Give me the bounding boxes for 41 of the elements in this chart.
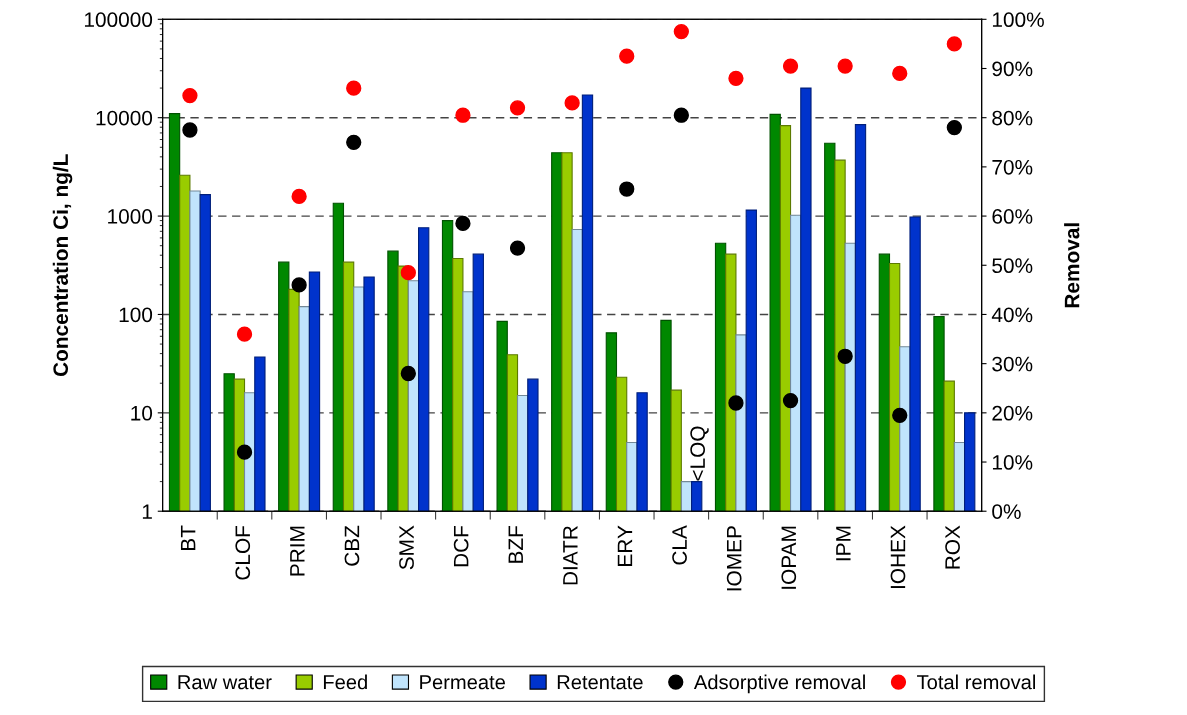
y-tick-label: 100000 xyxy=(84,12,153,28)
x-tick-label: BZF xyxy=(508,525,523,563)
y2-tick-label: 30% xyxy=(992,356,1033,372)
x-tick-label: DIATR xyxy=(563,526,578,585)
x-tick-label: CBZ xyxy=(344,525,360,566)
x-tick-label: IOHEX xyxy=(890,525,906,589)
x-tick-label: SMX xyxy=(399,525,414,570)
x-tick-label: PRIM xyxy=(290,526,305,576)
y2-tick-label: 20% xyxy=(992,405,1033,421)
y-tick-label: 1000 xyxy=(108,209,153,224)
y2-tick-label: 10% xyxy=(992,455,1033,470)
y2-tick-label: 50% xyxy=(992,258,1033,274)
x-tick-label: DCF xyxy=(453,525,469,567)
y2-tick-label: 80% xyxy=(992,110,1033,126)
y2-tick-label: 100% xyxy=(992,12,1044,28)
legend-label: Feed xyxy=(323,674,367,690)
x-tick-label: IOMEP xyxy=(726,526,742,591)
y-tick-label: 1 xyxy=(142,504,152,519)
y2-tick-label: 70% xyxy=(992,159,1033,175)
x-tick-label: IOPAM xyxy=(781,526,797,589)
legend-label: Raw water xyxy=(178,675,272,690)
x-tick-label: CLOF xyxy=(235,525,251,580)
legend-label: Adsorptive removal xyxy=(693,674,865,694)
y2-tick-label: 0% xyxy=(992,504,1021,519)
y-tick-label: 100 xyxy=(119,307,153,323)
y-axis-title: Concentration Ci, ng/L xyxy=(52,154,73,377)
y2-tick-label: 60% xyxy=(992,209,1033,224)
legend-label: Permeate xyxy=(420,675,505,690)
y2-axis-title: Removal xyxy=(1064,223,1080,308)
annotation: <LOQ xyxy=(690,426,709,481)
x-tick-label: ROX xyxy=(945,525,960,569)
legend-label: Retentate xyxy=(557,675,643,690)
y2-tick-label: 90% xyxy=(992,61,1033,77)
legend-label: Total removal xyxy=(917,674,1035,690)
y-tick-label: 10 xyxy=(131,405,153,421)
x-tick-label: BT xyxy=(180,525,196,551)
y2-tick-label: 40% xyxy=(991,307,1033,323)
y-tick-label: 10000 xyxy=(96,110,153,126)
x-tick-label: ERY xyxy=(617,525,633,566)
x-tick-label: CLA xyxy=(672,525,687,565)
x-tick-label: IPM xyxy=(836,526,851,561)
